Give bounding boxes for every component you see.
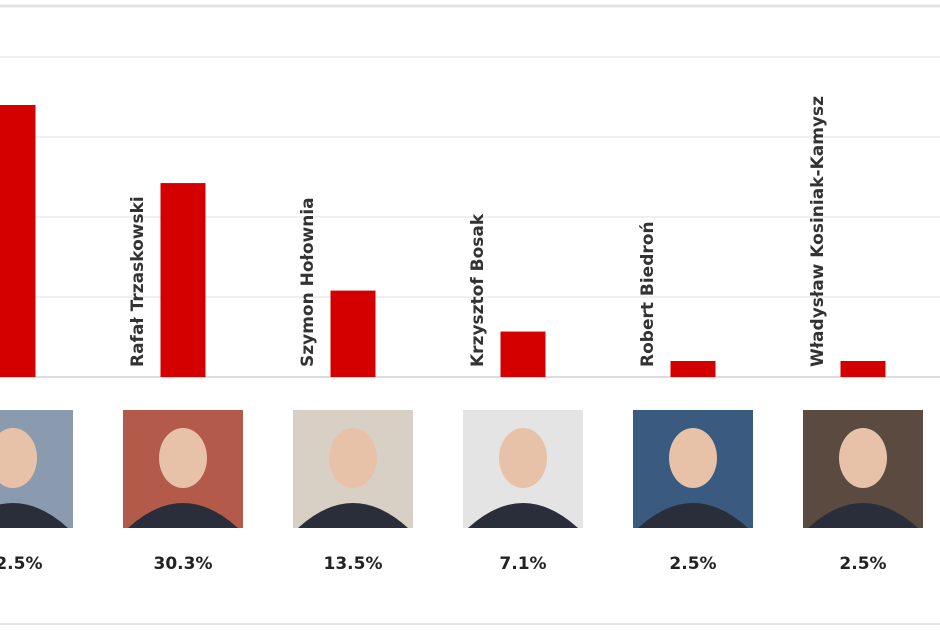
value-label: 42.5% bbox=[0, 554, 42, 574]
photo-suit bbox=[0, 503, 68, 528]
photo-face bbox=[839, 428, 887, 488]
photo-suit bbox=[298, 503, 408, 528]
candidate-name: Rafał Trzaskowski bbox=[128, 196, 148, 367]
candidate-name: Szymon Hołownia bbox=[298, 197, 318, 367]
photo-face bbox=[159, 428, 207, 488]
value-label: 13.5% bbox=[324, 554, 383, 574]
bar bbox=[160, 183, 206, 377]
photo-face bbox=[499, 428, 547, 488]
photo-face bbox=[329, 428, 377, 488]
bar bbox=[840, 361, 886, 377]
photo-face bbox=[0, 428, 37, 488]
value-label: 2.5% bbox=[839, 554, 886, 574]
candidate-name: Krzysztof Bosak bbox=[468, 213, 488, 367]
candidate-name: Władysław Kosiniak-Kamysz bbox=[808, 96, 828, 367]
value-label: 2.5% bbox=[669, 554, 716, 574]
photo-suit bbox=[128, 503, 238, 528]
photo-face bbox=[669, 428, 717, 488]
bar bbox=[500, 331, 546, 377]
bar bbox=[330, 290, 376, 377]
photo-suit bbox=[638, 503, 748, 528]
value-label: 7.1% bbox=[499, 554, 546, 574]
candidate-name: Robert Biedroń bbox=[638, 221, 658, 367]
photo-suit bbox=[808, 503, 918, 528]
photo-suit bbox=[468, 503, 578, 528]
bar bbox=[670, 361, 716, 377]
value-label: 30.3% bbox=[154, 554, 213, 574]
bar bbox=[0, 105, 36, 377]
